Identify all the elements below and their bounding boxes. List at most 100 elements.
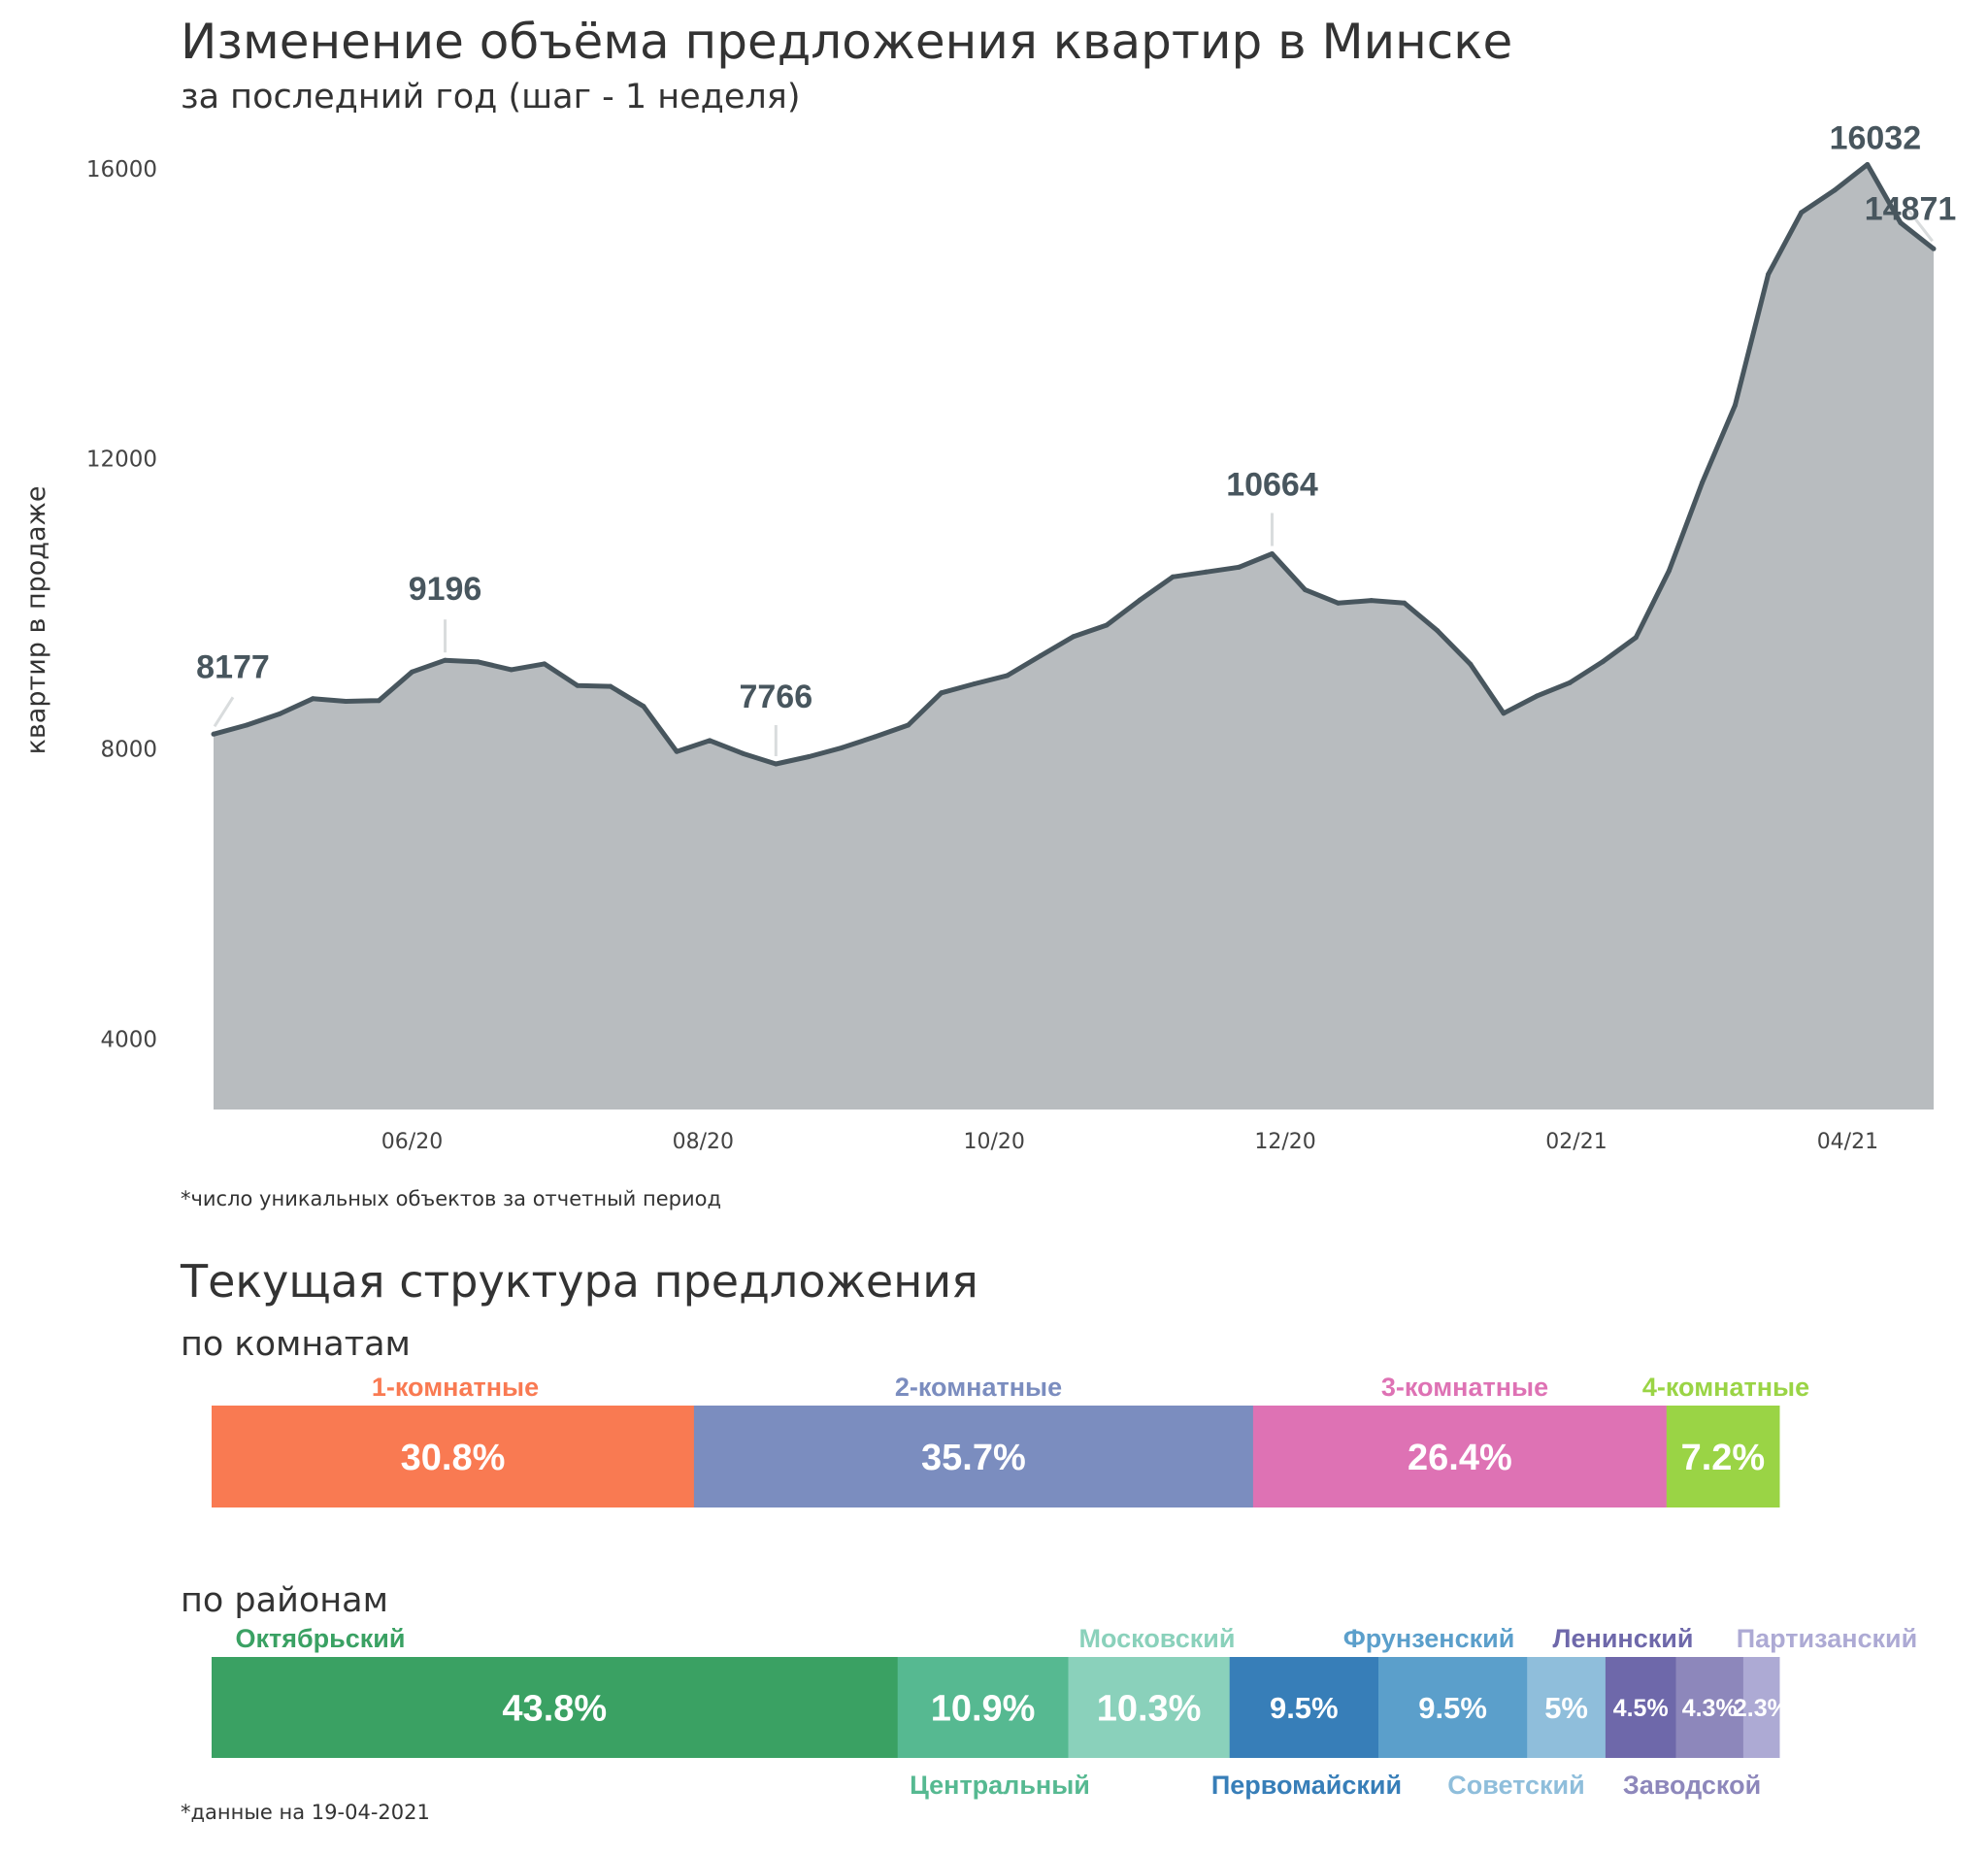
segment-category-label: Советский: [1447, 1771, 1585, 1800]
segment-value-label: 4.5%: [1613, 1695, 1669, 1722]
annotation-leader-line: [1906, 209, 1934, 243]
data-point: [873, 734, 878, 740]
chart-footnote: *число уникальных объектов за отчетный п…: [181, 1187, 721, 1210]
annotation-leader-line: [213, 696, 235, 728]
segment-value-label: 9.5%: [1418, 1691, 1487, 1725]
data-point: [641, 704, 646, 710]
bar-segment: [1675, 1657, 1744, 1758]
x-tick-label: 12/20: [1254, 1130, 1315, 1154]
data-point: [1303, 587, 1308, 593]
data-point: [1733, 402, 1738, 408]
segment-value-label: 35.7%: [921, 1438, 1026, 1478]
x-tick-label: 04/21: [1817, 1130, 1878, 1154]
data-point: [1369, 598, 1375, 604]
y-tick-label: 4000: [100, 1027, 157, 1052]
data-point: [1236, 564, 1242, 570]
data-point: [277, 711, 282, 716]
segment-value-label: 7.2%: [1681, 1438, 1766, 1478]
annotation-label: 7766: [739, 679, 812, 715]
data-point: [1038, 653, 1044, 659]
segment-value-label: 9.5%: [1270, 1691, 1339, 1725]
data-point: [972, 681, 977, 686]
segment-category-label: Заводской: [1623, 1771, 1761, 1800]
annotation-label: 10664: [1226, 467, 1318, 504]
structure-title: Текущая структура предложения: [180, 1255, 978, 1308]
bar-segment: [1229, 1657, 1379, 1758]
data-point: [1567, 679, 1573, 685]
data-point: [1336, 600, 1342, 606]
segment-value-label: 2.3%: [1734, 1695, 1789, 1722]
data-point: [476, 659, 481, 665]
segment-category-label: Ленинский: [1553, 1624, 1694, 1653]
data-point: [740, 750, 746, 756]
data-point: [410, 669, 414, 675]
data-point: [1071, 634, 1077, 640]
annotation-leaders: [213, 209, 1934, 756]
segment-category-label: 3-комнатные: [1381, 1373, 1548, 1402]
segment-value-label: 10.9%: [931, 1689, 1036, 1730]
bar-segment: [212, 1657, 899, 1758]
segment-category-label: Московский: [1079, 1624, 1236, 1653]
bar-segment: [1742, 1657, 1780, 1758]
data-point: [1435, 628, 1441, 634]
data-point: [806, 754, 812, 759]
data-point: [1700, 480, 1705, 485]
data-point: [608, 683, 613, 689]
data-point: [1633, 635, 1639, 641]
data-point: [1832, 187, 1838, 193]
segment-category-label: Первомайский: [1211, 1771, 1402, 1800]
y-tick-label: 12000: [86, 447, 157, 473]
x-tick-label: 08/20: [673, 1130, 734, 1154]
data-point: [773, 761, 779, 767]
y-axis-ticks: 4000 8000 12000 16000: [86, 157, 157, 1052]
data-point: [1005, 673, 1011, 679]
annotation-label: 16032: [1830, 120, 1922, 157]
segment-value-label: 5%: [1544, 1691, 1588, 1725]
segment-value-label: 10.3%: [1097, 1689, 1202, 1730]
segment-category-label: Партизанский: [1737, 1624, 1918, 1653]
data-point: [1468, 661, 1474, 667]
data-point: [443, 657, 447, 663]
segment-category-label: Фрунзенский: [1343, 1624, 1515, 1653]
rooms-subtitle: по комнатам: [181, 1325, 411, 1364]
bar-segment: [1605, 1657, 1676, 1758]
data-date-footnote: *данные на 19-04-2021: [181, 1801, 430, 1824]
districts-subtitle: по районам: [181, 1581, 388, 1620]
segment-value-label: 30.8%: [401, 1438, 506, 1478]
y-tick-label: 8000: [100, 738, 157, 763]
data-point: [1137, 597, 1143, 603]
data-point: [1170, 574, 1176, 580]
segment-category-label: Октябрьский: [236, 1624, 406, 1653]
data-point: [343, 699, 348, 704]
chart-subtitle: за последний год (шаг - 1 неделя): [181, 78, 800, 116]
data-point: [1799, 210, 1805, 215]
data-point: [244, 722, 249, 728]
data-point: [840, 745, 845, 750]
bar-segment: [1666, 1406, 1780, 1507]
x-tick-label: 06/20: [381, 1130, 443, 1154]
annotations: 8177 9196 7766 10664 16032 14871: [196, 120, 1956, 715]
data-point: [211, 731, 216, 737]
bar-segment: [1378, 1657, 1528, 1758]
bar-segment: [212, 1406, 695, 1507]
x-tick-label: 10/20: [963, 1130, 1024, 1154]
plot-area: [211, 162, 1937, 1110]
data-point: [575, 682, 580, 688]
data-point: [906, 722, 911, 728]
rooms-stacked-bar: 30.8% 1-комнатные 35.7% 2-комнатные 26.4% 3-к…: [212, 1373, 1809, 1507]
data-point: [376, 698, 381, 704]
segment-category-label: Центральный: [910, 1771, 1090, 1800]
bar-segment: [897, 1657, 1070, 1758]
segment-category-label: 2-комнатные: [895, 1373, 1062, 1402]
y-tick-label: 16000: [86, 157, 157, 182]
data-point: [1501, 711, 1507, 716]
data-point: [1766, 272, 1772, 278]
data-point: [939, 690, 944, 696]
districts-stacked-bar: 43.8% Октябрьский 10.9% Центральный 10.3% Мос…: [212, 1624, 1917, 1800]
data-points: [211, 162, 1937, 767]
data-point: [1104, 622, 1110, 628]
data-point: [1666, 568, 1672, 574]
x-tick-label: 02/21: [1545, 1130, 1607, 1154]
data-point: [707, 738, 712, 744]
